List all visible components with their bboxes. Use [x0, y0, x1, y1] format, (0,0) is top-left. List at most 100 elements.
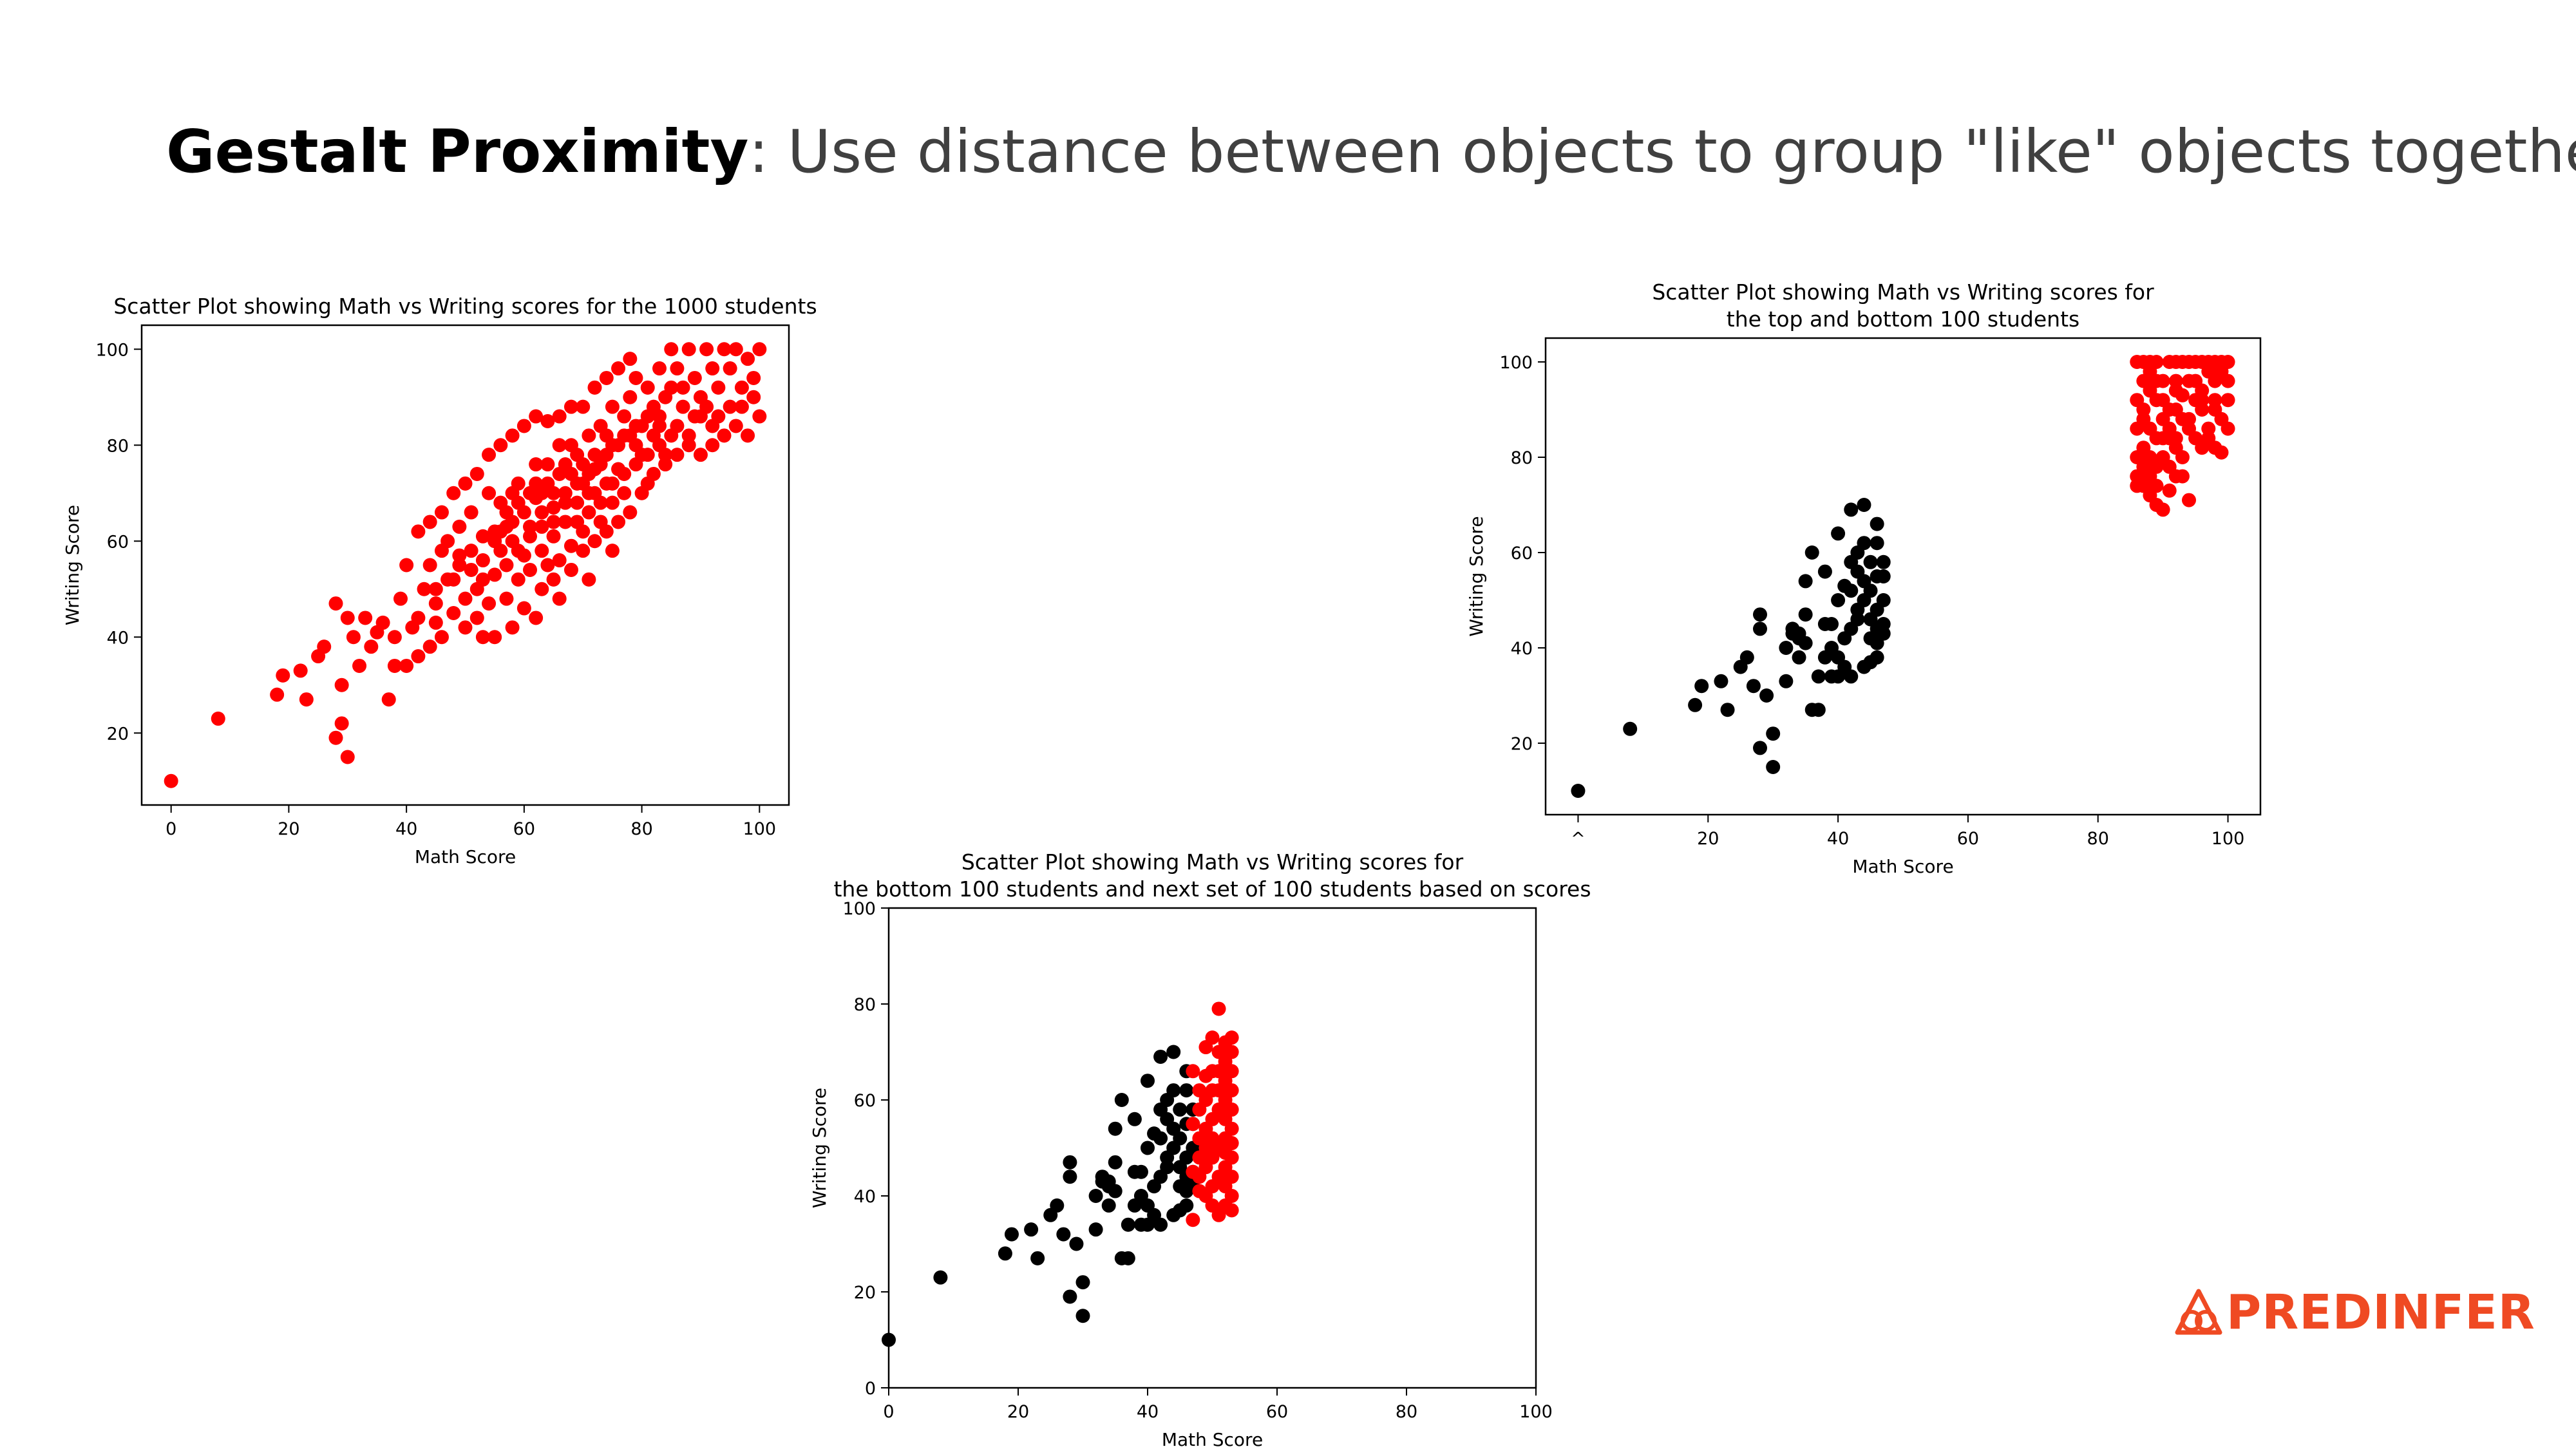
data-point: [617, 409, 632, 424]
data-point: [1063, 1289, 1077, 1304]
x-tick-label: 100: [1519, 1402, 1553, 1422]
data-point: [2155, 393, 2170, 408]
data-point: [2175, 450, 2190, 464]
data-point: [211, 711, 225, 726]
data-point: [1050, 1198, 1065, 1213]
data-point: [629, 370, 643, 385]
plot-frame: [140, 324, 790, 806]
data-point: [499, 505, 514, 520]
data-point: [1108, 1155, 1122, 1170]
data-point: [1198, 1040, 1213, 1055]
data-point: [617, 466, 632, 481]
data-point: [552, 409, 567, 424]
data-point: [411, 524, 426, 539]
data-point: [664, 380, 679, 395]
data-point: [1792, 650, 1806, 665]
y-tick-label: 20: [107, 724, 129, 744]
y-tick-label: 100: [842, 899, 876, 919]
data-point: [693, 448, 708, 462]
data-point: [605, 495, 620, 510]
data-point: [422, 515, 437, 529]
data-point: [469, 466, 484, 481]
data-point: [535, 582, 549, 596]
data-point: [1063, 1155, 1077, 1170]
data-point: [623, 390, 638, 404]
predinfer-logo: PREDINFER: [2174, 1285, 2535, 1340]
data-point: [752, 409, 767, 424]
data-point: [399, 558, 414, 573]
scatter-chart-bottom-next: Scatter Plot showing Math vs Writing sco…: [809, 849, 1591, 1449]
data-point: [364, 639, 379, 654]
data-point: [2182, 493, 2196, 507]
y-tick-label: 60: [1511, 544, 1533, 564]
data-point: [1024, 1222, 1039, 1237]
data-point: [340, 750, 355, 764]
data-point: [1153, 1217, 1168, 1232]
data-point: [493, 438, 508, 453]
data-point: [434, 505, 449, 520]
data-point: [464, 544, 478, 558]
chart-title-line: the bottom 100 students and next set of …: [833, 876, 1591, 902]
data-point: [2168, 383, 2183, 398]
data-point: [1753, 607, 1767, 622]
data-point: [734, 380, 749, 395]
data-point: [2221, 393, 2235, 408]
data-point: [1211, 1083, 1226, 1098]
x-tick-label: 80: [1396, 1402, 1417, 1422]
data-point: [1114, 1093, 1129, 1107]
data-point: [623, 352, 638, 366]
y-tick-label: 40: [854, 1187, 876, 1207]
data-point: [723, 361, 737, 376]
x-axis-label: Math Score: [415, 846, 516, 867]
data-point: [2155, 502, 2170, 517]
data-point: [629, 438, 643, 453]
data-point: [516, 601, 531, 616]
data-point: [640, 409, 655, 424]
data-point: [2182, 374, 2196, 388]
data-point: [475, 529, 490, 544]
x-tick-label: 40: [1137, 1402, 1159, 1422]
data-point: [652, 419, 667, 433]
data-point: [564, 399, 578, 414]
logo-text: PREDINFER: [2226, 1285, 2535, 1340]
x-tick-label: 100: [2211, 829, 2245, 849]
data-point: [564, 438, 578, 453]
data-point: [1173, 1131, 1188, 1146]
data-point: [623, 505, 638, 520]
data-point: [411, 611, 426, 625]
data-point: [458, 620, 473, 635]
data-point: [1108, 1121, 1122, 1136]
data-point: [1141, 1141, 1155, 1155]
x-axis-label: Math Score: [1852, 856, 1953, 877]
y-tick-label: 20: [1511, 734, 1533, 754]
data-point: [328, 596, 343, 611]
predinfer-logo-icon: [2175, 1289, 2222, 1335]
data-point: [428, 615, 443, 630]
data-point: [505, 620, 520, 635]
data-point: [1224, 1170, 1239, 1184]
data-point: [346, 630, 361, 645]
data-point: [1004, 1227, 1019, 1242]
data-point: [593, 457, 608, 472]
data-point: [2214, 364, 2229, 379]
data-point: [617, 486, 632, 500]
data-point: [552, 591, 567, 606]
x-tick-label: 60: [1266, 1402, 1288, 1422]
slide-heading: Gestalt Proximity: Use distance between …: [166, 119, 2576, 184]
x-axis-label: Math Score: [1162, 1429, 1263, 1449]
data-point: [741, 428, 755, 443]
y-axis-label: Writing Score: [62, 505, 83, 625]
scatter-chart-all-students: Scatter Plot showing Math vs Writing sco…: [62, 294, 817, 867]
data-point: [582, 466, 596, 481]
data-point: [523, 562, 537, 577]
data-point: [664, 428, 679, 443]
data-point: [634, 486, 649, 500]
data-point: [699, 342, 714, 357]
data-point: [2149, 374, 2164, 388]
data-point: [546, 515, 561, 529]
data-point: [464, 562, 478, 577]
data-point: [599, 370, 614, 385]
x-tick-label: 20: [1697, 829, 1719, 849]
data-point: [587, 380, 602, 395]
data-point: [546, 572, 561, 587]
